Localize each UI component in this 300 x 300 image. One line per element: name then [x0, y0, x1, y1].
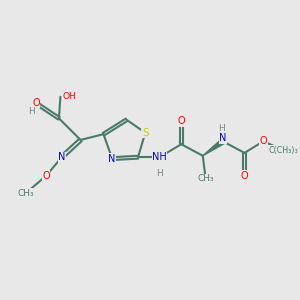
Text: O: O [42, 171, 50, 181]
Text: O: O [260, 136, 267, 146]
Text: H: H [156, 169, 163, 178]
Text: S: S [142, 128, 148, 138]
Text: O: O [32, 98, 40, 107]
Text: CH₃: CH₃ [17, 189, 34, 198]
Polygon shape [203, 139, 224, 156]
Text: N: N [58, 152, 65, 162]
Text: CH₃: CH₃ [197, 174, 214, 183]
Text: N: N [219, 134, 226, 143]
Text: H: H [28, 107, 35, 116]
Text: O: O [177, 116, 185, 126]
Text: C(CH₃)₃: C(CH₃)₃ [268, 146, 298, 154]
Text: N: N [109, 154, 116, 164]
Text: OH: OH [62, 92, 76, 101]
Text: H: H [218, 124, 225, 133]
Text: NH: NH [152, 152, 167, 162]
Text: O: O [241, 171, 248, 181]
